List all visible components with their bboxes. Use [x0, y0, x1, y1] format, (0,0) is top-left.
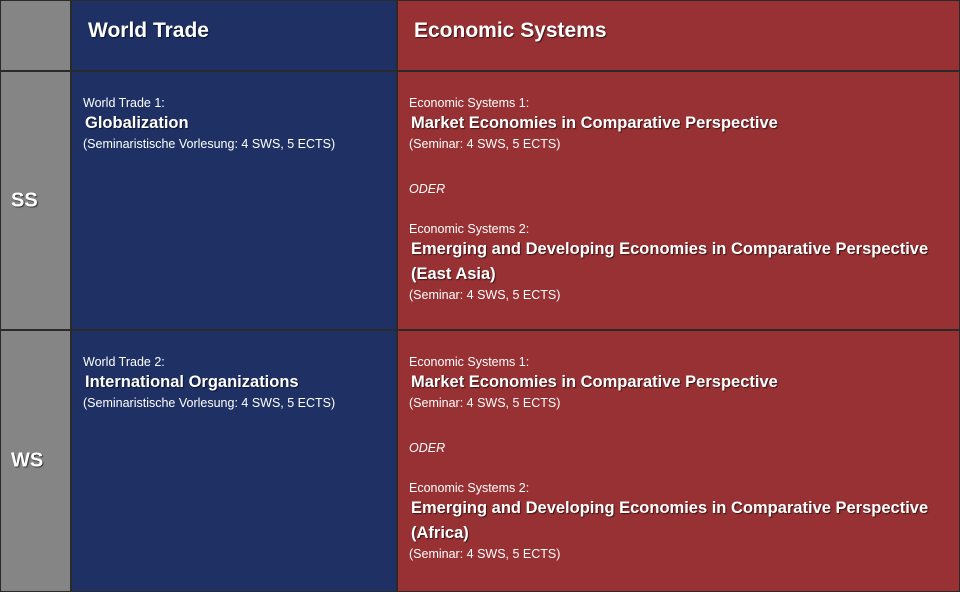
semester-label-ws: WS	[11, 449, 44, 472]
course-kicker: Economic Systems 1:	[409, 96, 530, 110]
course-name: International Organizations	[85, 373, 299, 391]
ss-econ-course-a: Economic Systems 1: Market Economies in …	[409, 95, 778, 152]
course-kicker: Economic Systems 2:	[409, 481, 530, 495]
or-label: ODER	[409, 182, 446, 196]
ws-world-trade-course: World Trade 2: International Organizatio…	[83, 354, 335, 411]
semester-cell-ss: SS	[0, 71, 71, 330]
ws-econ-course-a: Economic Systems 1: Market Economies in …	[409, 354, 778, 411]
header-world-trade-title: World Trade	[88, 19, 209, 42]
course-name-line-1: Emerging and Developing Economies in Com…	[411, 240, 929, 258]
ws-economic-systems-cell: Economic Systems 1: Market Economies in …	[397, 330, 960, 592]
course-meta: (Seminaristische Vorlesung: 4 SWS, 5 ECT…	[83, 396, 336, 410]
course-kicker: World Trade 1:	[83, 96, 165, 110]
course-meta: (Seminar: 4 SWS, 5 ECTS)	[409, 547, 561, 561]
course-name-line-2: (East Asia)	[411, 265, 496, 283]
course-name: Market Economies in Comparative Perspect…	[411, 373, 778, 391]
ss-economic-systems-cell: Economic Systems 1: Market Economies in …	[397, 71, 960, 330]
ss-world-trade-cell: World Trade 1: Globalization (Seminarist…	[71, 71, 397, 330]
course-name: Market Economies in Comparative Perspect…	[411, 114, 778, 132]
course-meta: (Seminar: 4 SWS, 5 ECTS)	[409, 396, 561, 410]
course-meta: (Seminar: 4 SWS, 5 ECTS)	[409, 137, 561, 151]
course-name-line-2: (Africa)	[411, 524, 469, 542]
course-name-line-1: Emerging and Developing Economies in Com…	[411, 499, 929, 517]
ws-world-trade-cell: World Trade 2: International Organizatio…	[71, 330, 397, 592]
course-kicker: World Trade 2:	[83, 355, 165, 369]
header-economic-systems-title: Economic Systems	[414, 19, 607, 42]
corner-cell	[0, 0, 71, 71]
ws-econ-course-b: Economic Systems 2: Emerging and Develop…	[409, 480, 928, 562]
header-economic-systems: Economic Systems	[397, 0, 960, 71]
course-kicker: Economic Systems 1:	[409, 355, 530, 369]
course-meta: (Seminar: 4 SWS, 5 ECTS)	[409, 288, 561, 302]
semester-cell-ws: WS	[0, 330, 71, 592]
header-world-trade: World Trade	[71, 0, 397, 71]
course-kicker: Economic Systems 2:	[409, 222, 530, 236]
course-name: Globalization	[85, 114, 189, 132]
ss-econ-course-b: Economic Systems 2: Emerging and Develop…	[409, 221, 928, 303]
course-meta: (Seminaristische Vorlesung: 4 SWS, 5 ECT…	[83, 137, 336, 151]
ss-world-trade-course: World Trade 1: Globalization (Seminarist…	[83, 95, 335, 152]
semester-label-ss: SS	[11, 189, 38, 211]
or-label: ODER	[409, 441, 446, 455]
